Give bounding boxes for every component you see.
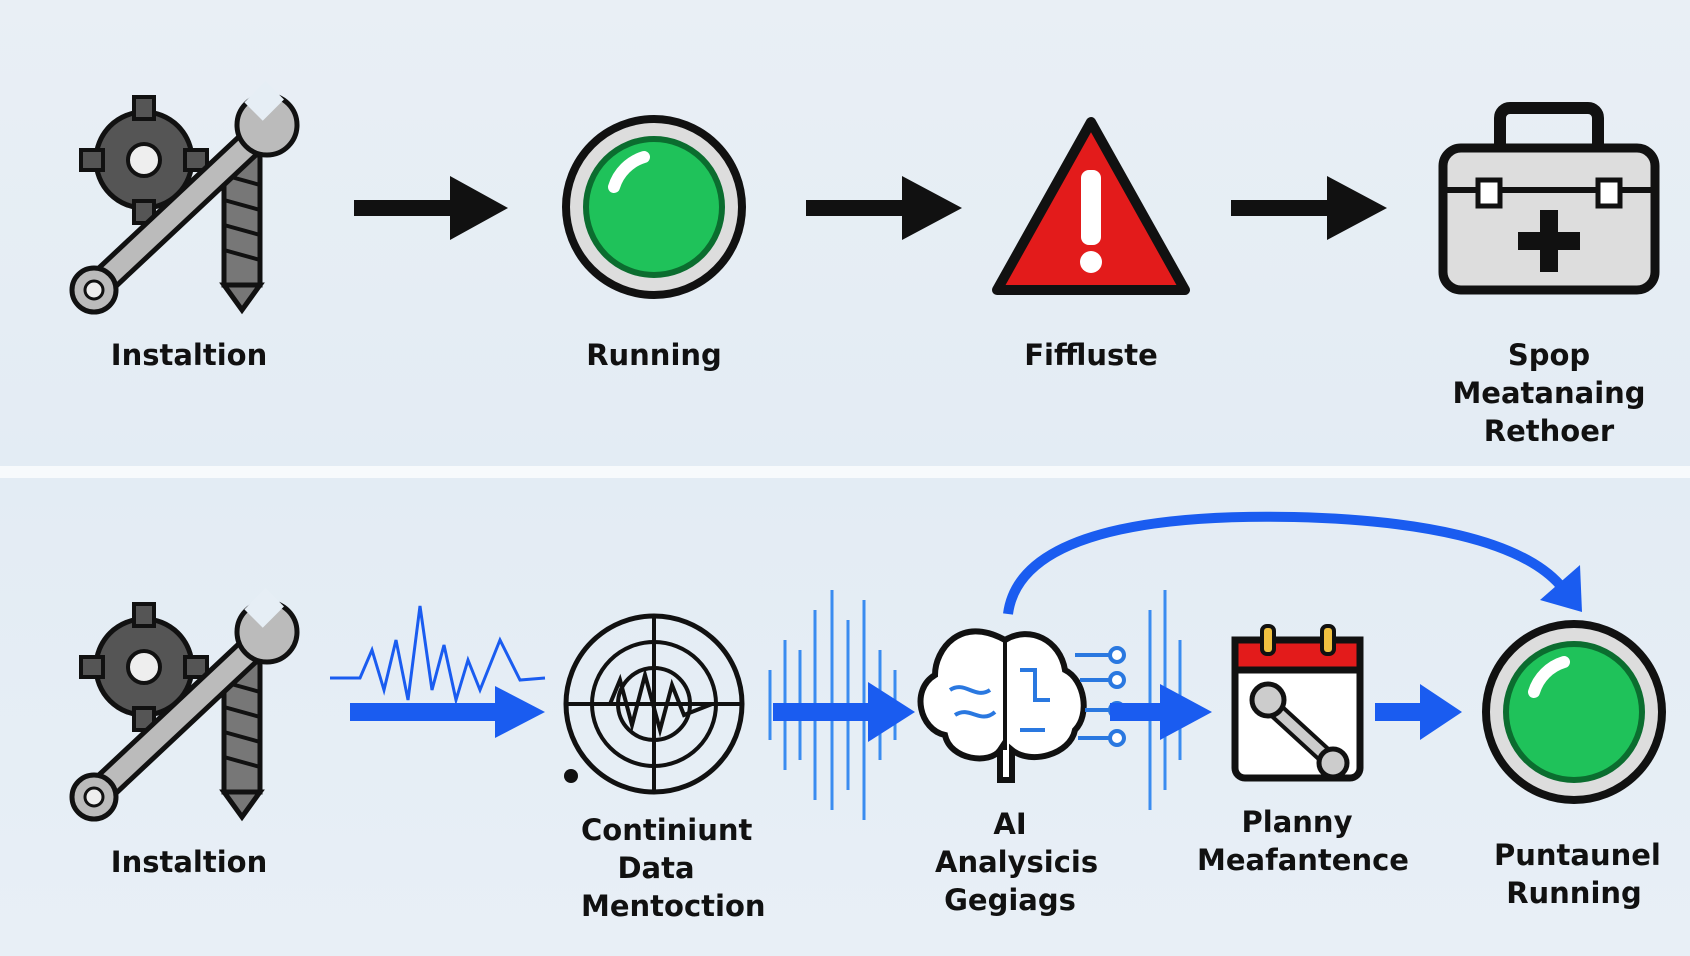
bottom-step-label-2: Continiunt Data Mentoction [581, 813, 766, 923]
panel-divider [0, 466, 1690, 478]
top-step-warning-icon [992, 117, 1190, 295]
top-arrow-2 [806, 176, 962, 240]
bottom-step-running-icon [1486, 624, 1662, 800]
bottom-step-label-1: Instaltion [110, 845, 268, 879]
feedback-curved-arrow [1003, 511, 1582, 615]
top-step-running-icon [566, 119, 742, 295]
waveform-arrow-3 [1110, 590, 1212, 810]
top-step-label-2: Running [586, 338, 722, 372]
top-step-label-3: Fiffluste [1024, 338, 1158, 372]
bottom-step-brain-icon [917, 628, 1126, 783]
bottom-step-radar-icon [563, 613, 745, 795]
top-arrow-3 [1231, 176, 1387, 240]
top-step-toolbox-icon [1438, 102, 1660, 295]
waveform-arrow-2 [768, 590, 915, 820]
traditional-flow-panel [0, 0, 1690, 466]
bottom-arrow-4 [1375, 684, 1462, 740]
top-step-label-1: Instaltion [110, 338, 268, 372]
waveform-arrow-1 [330, 605, 546, 738]
top-arrow-1 [354, 176, 508, 240]
bottom-step-label-5: Puntaunel Running [1494, 838, 1661, 910]
bottom-step-label-3: AI Analysicis Gegiags [935, 807, 1099, 917]
top-step-label-4: Spop Meatanaing Rethoer [1452, 338, 1646, 448]
bottom-step-installation-icon [72, 588, 297, 819]
bottom-step-calendar-wrench-icon [1231, 624, 1364, 782]
bottom-step-label-4: Planny Meafantence [1197, 805, 1409, 877]
top-step-installation-icon [72, 81, 297, 312]
